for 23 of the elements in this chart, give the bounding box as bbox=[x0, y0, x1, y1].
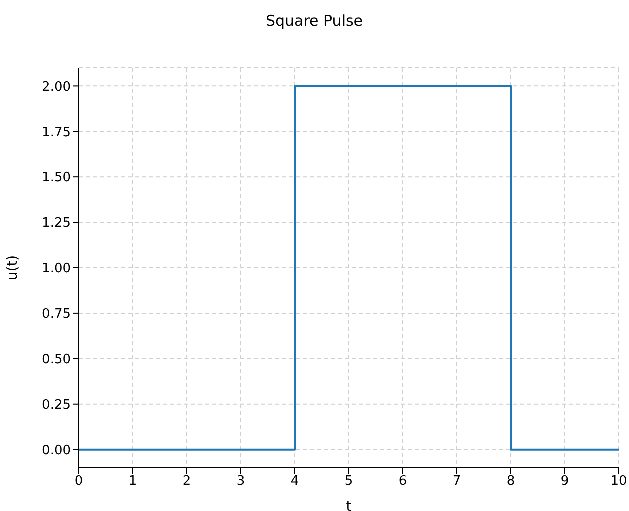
y-tick-label: 0.00 bbox=[42, 443, 71, 458]
y-tick-label: 0.25 bbox=[42, 398, 71, 413]
y-axis-title: u(t) bbox=[4, 255, 21, 281]
x-tick-label: 4 bbox=[290, 474, 300, 490]
x-tick-label: 3 bbox=[236, 474, 246, 490]
y-tick-label: 1.75 bbox=[42, 125, 71, 140]
x-tick-label: 8 bbox=[506, 474, 516, 490]
x-tick-label: 7 bbox=[452, 474, 462, 490]
y-tick-label: 2.00 bbox=[42, 80, 71, 95]
y-tick-label: 0.50 bbox=[42, 352, 71, 368]
x-tick-label: 1 bbox=[128, 474, 138, 490]
x-axis-title: t bbox=[346, 499, 352, 511]
y-tick-label: 1.50 bbox=[42, 170, 71, 186]
x-tick-label: 9 bbox=[560, 474, 570, 490]
x-tick-label: 2 bbox=[182, 474, 192, 490]
x-tick-label: 5 bbox=[344, 474, 354, 490]
x-tick-label: 10 bbox=[610, 474, 628, 490]
y-tick-label: 0.75 bbox=[42, 307, 71, 322]
chart-title: Square Pulse bbox=[264, 12, 364, 30]
x-tick-label: 6 bbox=[398, 474, 408, 490]
y-tick-label: 1.00 bbox=[42, 262, 71, 277]
y-tick-label: 1.25 bbox=[42, 216, 71, 232]
x-tick-label: 0 bbox=[74, 474, 84, 490]
